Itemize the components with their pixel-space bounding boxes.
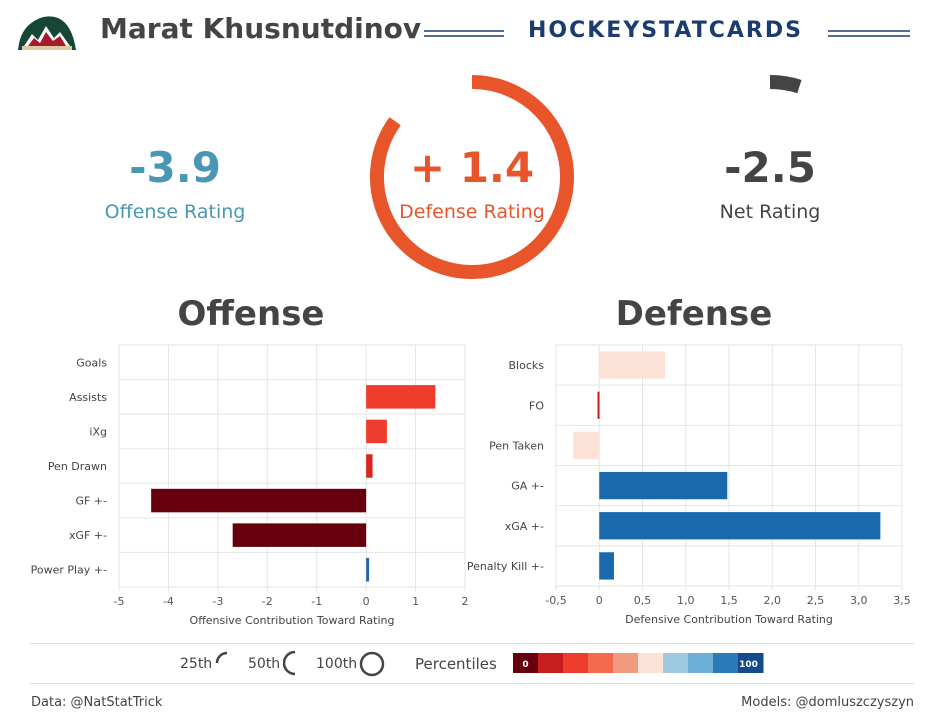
x-axis-label: Defensive Contribution Toward Rating — [625, 613, 833, 626]
category-label: Penalty Kill +- — [467, 560, 544, 573]
percentiles-label: Percentiles — [415, 655, 497, 673]
scale-swatch — [663, 653, 689, 673]
scale-swatch — [538, 653, 564, 673]
scale-swatch — [563, 653, 589, 673]
x-tick-label: 1,5 — [720, 594, 738, 607]
bar — [599, 471, 728, 500]
bar — [366, 385, 436, 409]
x-tick-label: -4 — [163, 595, 174, 608]
x-tick-label: 2 — [462, 595, 469, 608]
bar — [366, 454, 373, 478]
scale-min-label: 0 — [522, 660, 528, 670]
models-credit: Models: @domluszczyszyn — [741, 695, 914, 710]
category-label: xGF +- — [69, 529, 107, 542]
net-rating-arc — [769, 74, 802, 94]
player-name: Marat Khusnutdinov — [100, 12, 422, 45]
x-tick-label: -2 — [262, 595, 273, 608]
category-label: Goals — [76, 356, 107, 369]
scale-swatch — [513, 653, 539, 673]
x-tick-label: -5 — [114, 595, 125, 608]
category-label: GF +- — [75, 495, 107, 508]
divider-top — [30, 643, 914, 644]
x-tick-label: 0 — [363, 595, 370, 608]
net-rating-label: Net Rating — [719, 201, 821, 223]
bar — [599, 351, 665, 379]
net-rating-value: -2.5 — [724, 143, 816, 192]
bar — [366, 419, 387, 444]
scale-swatch — [613, 653, 639, 673]
legend-50th-label: 50th — [248, 656, 281, 672]
scale-swatch — [713, 653, 739, 673]
x-tick-label: 1 — [412, 595, 419, 608]
category-label: GA +- — [511, 480, 544, 493]
percentile-color-scale: 0 100 — [513, 653, 764, 673]
x-tick-label: 2,0 — [764, 594, 782, 607]
x-tick-label: 0 — [596, 594, 603, 607]
category-label: Pen Drawn — [48, 460, 107, 473]
defense-rating-value: + 1.4 — [409, 143, 535, 192]
x-tick-label: 3,0 — [850, 594, 868, 607]
bar — [599, 552, 614, 580]
defense-section-title: Defense — [615, 294, 773, 334]
bar — [232, 523, 367, 547]
category-label: FO — [529, 399, 544, 412]
scale-max-label: 100 — [739, 660, 758, 670]
x-tick-label: -1 — [311, 595, 322, 608]
legend-25th-label: 25th — [180, 656, 213, 672]
category-label: xGA +- — [505, 520, 544, 533]
category-label: Pen Taken — [489, 439, 544, 452]
category-label: Assists — [69, 391, 107, 404]
category-label: Power Play +- — [31, 564, 107, 577]
scale-swatch — [588, 653, 614, 673]
scale-swatch — [738, 653, 764, 673]
defense-chart: -0,5 0 0,5 1,0 1,5 2,0 2,5 3,0 3,5 Blocks FO Pen Ta… — [467, 344, 911, 626]
data-credit: Data: @NatStatTrick — [31, 695, 163, 710]
x-tick-label: 3,5 — [893, 594, 911, 607]
category-label: iXg — [89, 425, 107, 438]
category-label: Blocks — [509, 359, 545, 372]
divider-bottom — [30, 683, 914, 684]
half-arc-icon — [283, 650, 296, 676]
minnesota-wild-logo-icon — [18, 16, 76, 50]
bar — [366, 557, 370, 582]
offense-chart: -5 -4 -3 -2 -1 0 1 2 Goals Assists iXg Pen Drawn GF … — [31, 344, 469, 627]
defense-rating-label: Defense Rating — [399, 201, 545, 223]
quarter-arc-icon — [215, 651, 228, 664]
bar — [151, 488, 367, 513]
offense-section-title: Offense — [177, 294, 325, 334]
x-tick-label: 1,0 — [677, 594, 695, 607]
defense-rating-arc — [370, 75, 574, 279]
offense-rating-label: Offense Rating — [104, 201, 246, 223]
scale-swatch — [688, 653, 714, 673]
x-tick-label: 2,5 — [807, 594, 825, 607]
x-tick-label: -0,5 — [545, 594, 566, 607]
brand-title: HOCKEYSTATCARDS — [528, 18, 803, 43]
x-tick-label: 0,5 — [634, 594, 652, 607]
rating-gauges — [173, 74, 802, 279]
x-axis-label: Offensive Contribution Toward Rating — [190, 614, 395, 627]
x-tick-label: -3 — [212, 595, 223, 608]
legend-100th-label: 100th — [316, 656, 358, 672]
brand-divider-lines — [424, 30, 910, 37]
scale-swatch — [638, 653, 664, 673]
bar — [599, 512, 881, 540]
bar — [597, 391, 600, 419]
offense-rating-value: -3.9 — [129, 143, 221, 192]
plot-frame — [118, 344, 466, 588]
full-circle-icon — [359, 651, 385, 677]
bar — [573, 431, 600, 460]
